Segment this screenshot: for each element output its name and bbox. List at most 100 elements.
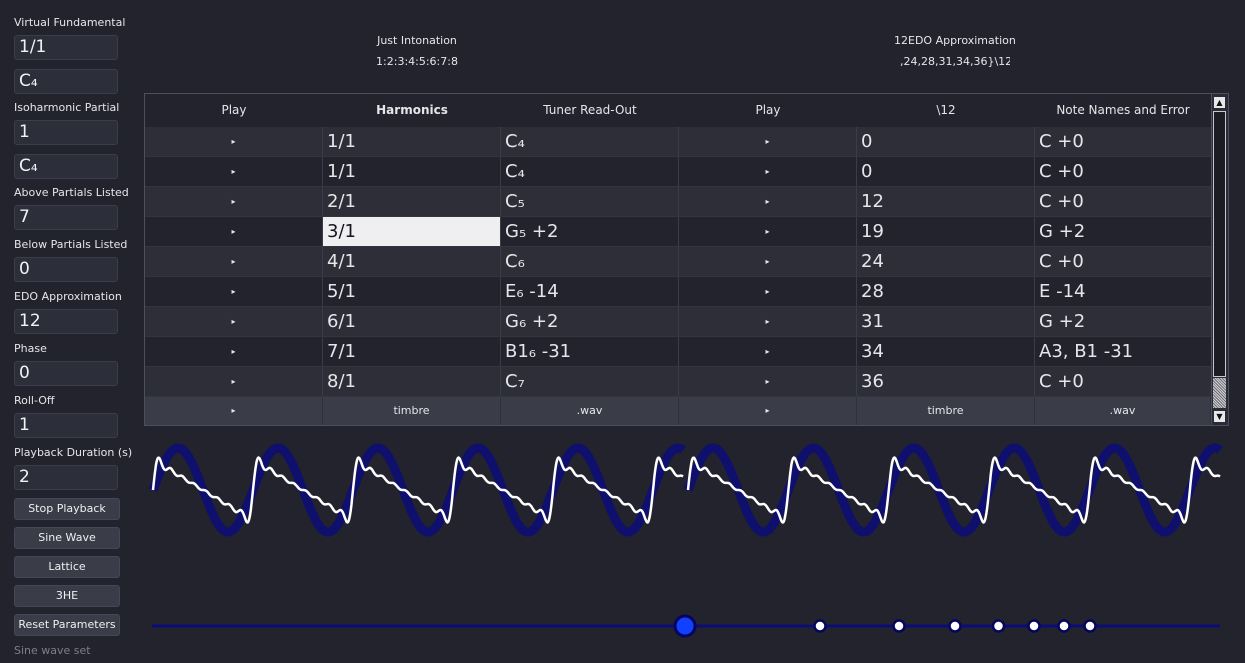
harmonic-cell[interactable]: 5/1 (323, 277, 501, 306)
harmonic-cell[interactable]: 8/1 (323, 367, 501, 396)
edo-step-cell[interactable]: 12 (857, 187, 1035, 216)
phase-input[interactable]: 0 (14, 361, 118, 386)
scroll-down-icon[interactable]: ▼ (1213, 410, 1226, 423)
below-partials-input[interactable]: 0 (14, 257, 118, 282)
harmonic-cell[interactable]: 4/1 (323, 247, 501, 276)
play-edo-button[interactable]: ▸ (679, 247, 857, 276)
column-header-note-names[interactable]: Note Names and Error (1056, 103, 1190, 117)
play-ji-button[interactable]: ▸ (145, 367, 323, 396)
note-name-cell: C +0 (1039, 191, 1084, 212)
play-ji-button[interactable]: ▸ (145, 127, 323, 156)
edo-step-cell[interactable]: 24 (857, 247, 1035, 276)
ji-waveform (148, 443, 686, 537)
play-edo-button[interactable]: ▸ (679, 337, 857, 366)
tuner-readout-cell: G₅ +2 (501, 217, 679, 246)
harmonic-cell[interactable]: 3/1 (323, 217, 501, 246)
play-edo-button[interactable]: ▸ (679, 217, 857, 246)
slider-partial-marker[interactable] (1083, 619, 1097, 633)
harmonic-cell[interactable]: 7/1 (323, 337, 501, 366)
note-name-cell: G +2 (1039, 221, 1086, 242)
partial-slider[interactable] (152, 614, 1220, 638)
harmonics-table: Play Harmonics Tuner Read-Out Play \12 N… (144, 93, 1229, 426)
roll-off-input[interactable]: 1 (14, 413, 118, 438)
play-ji-button[interactable]: ▸ (145, 277, 323, 306)
play-edo-button[interactable]: ▸ (679, 367, 857, 396)
play-edo-button[interactable]: ▸ (679, 307, 857, 336)
ji-sine-line (148, 443, 686, 537)
isoharmonic-partial-label: Isoharmonic Partial (14, 101, 120, 114)
above-partials-input[interactable]: 7 (14, 205, 118, 230)
isoharmonic-partial-note-input[interactable]: C₄ (14, 154, 118, 179)
edo-step-cell[interactable]: 19 (857, 217, 1035, 246)
tuner-readout-cell: G₆ +2 (501, 307, 679, 336)
play-ji-button[interactable]: ▸ (145, 187, 323, 216)
harmonic-cell[interactable]: 1/1 (323, 127, 501, 156)
note-name-cell: C +0 (1039, 131, 1084, 152)
edo-step-cell[interactable]: 0 (857, 127, 1035, 156)
scroll-up-icon[interactable]: ▲ (1213, 96, 1226, 109)
tuner-readout-cell: C₆ (501, 247, 679, 276)
slider-partial-marker[interactable] (991, 619, 1006, 633)
edo-waveform (683, 443, 1223, 537)
edo-step-cell[interactable]: 0 (857, 157, 1035, 186)
play-timbre-ji-button[interactable]: ▸ (145, 397, 323, 425)
reset-parameters-button[interactable]: Reset Parameters (14, 614, 120, 636)
play-ji-button[interactable]: ▸ (145, 217, 323, 246)
below-partials-label: Below Partials Listed (14, 238, 128, 251)
column-header-edo-steps[interactable]: \12 (936, 103, 956, 117)
play-timbre-edo-button[interactable]: ▸ (679, 397, 857, 425)
ji-title: Just Intonation (377, 34, 457, 47)
play-ji-button[interactable]: ▸ (145, 247, 323, 276)
wav-edo-button[interactable]: .wav (1035, 397, 1211, 425)
play-edo-button[interactable]: ▸ (679, 127, 857, 156)
sine-wave-button[interactable]: Sine Wave (14, 527, 120, 549)
stop-playback-button[interactable]: Stop Playback (14, 498, 120, 520)
virtual-fundamental-note-input[interactable]: C₄ (14, 69, 118, 94)
edo-set: ,24,28,31,34,36}\12 (900, 55, 1010, 68)
virtual-fundamental-ratio-input[interactable]: 1/1 (14, 35, 118, 60)
play-edo-button[interactable]: ▸ (679, 187, 857, 216)
slider-partial-marker[interactable] (1057, 619, 1071, 633)
wav-ji-button[interactable]: .wav (501, 397, 679, 425)
column-header-tuner-readout[interactable]: Tuner Read-Out (543, 103, 637, 117)
timbre-ji-button[interactable]: timbre (323, 397, 501, 425)
ji-ratio: 1:2:3:4:5:6:7:8 (376, 55, 458, 68)
play-ji-button[interactable]: ▸ (145, 337, 323, 366)
table-row: ▸ 8/1 C₇ ▸ 36 C +0 (145, 367, 1211, 397)
status-message: Sine wave set (14, 644, 91, 657)
ji-timbre-line (151, 456, 684, 524)
edo-step-cell[interactable]: 31 (857, 307, 1035, 336)
note-name-cell: C +0 (1039, 251, 1084, 272)
harmonic-cell[interactable]: 2/1 (323, 187, 501, 216)
timbre-edo-button[interactable]: timbre (857, 397, 1035, 425)
table-row: ▸ 1/1 C₄ ▸ 0 C +0 (145, 157, 1211, 187)
phase-label: Phase (14, 342, 47, 355)
play-ji-button[interactable]: ▸ (145, 307, 323, 336)
column-header-harmonics[interactable]: Harmonics (376, 103, 448, 117)
harmonic-cell[interactable]: 6/1 (323, 307, 501, 336)
edo-step-cell[interactable]: 36 (857, 367, 1035, 396)
table-row: ▸ 1/1 C₄ ▸ 0 C +0 (145, 127, 1211, 157)
3he-button[interactable]: 3HE (14, 585, 120, 607)
playback-duration-input[interactable]: 2 (14, 465, 118, 490)
scrollbar-track[interactable] (1213, 378, 1226, 408)
slider-knob[interactable] (673, 614, 697, 638)
play-ji-button[interactable]: ▸ (145, 157, 323, 186)
play-edo-button[interactable]: ▸ (679, 157, 857, 186)
lattice-button[interactable]: Lattice (14, 556, 120, 578)
edo-step-cell[interactable]: 34 (857, 337, 1035, 366)
slider-partial-marker[interactable] (892, 619, 906, 633)
play-edo-button[interactable]: ▸ (679, 277, 857, 306)
scrollbar-thumb[interactable] (1213, 111, 1226, 377)
edo-approximation-input[interactable]: 12 (14, 309, 118, 334)
harmonic-cell[interactable]: 1/1 (323, 157, 501, 186)
edo-step-cell[interactable]: 28 (857, 277, 1035, 306)
table-scrollbar[interactable]: ▲ ▼ (1211, 94, 1228, 425)
slider-partial-marker[interactable] (1027, 619, 1041, 633)
table-row: ▸ 2/1 C₅ ▸ 12 C +0 (145, 187, 1211, 217)
slider-partial-marker[interactable] (813, 619, 827, 633)
note-name-cell: C +0 (1039, 161, 1084, 182)
isoharmonic-partial-input[interactable]: 1 (14, 120, 118, 145)
slider-partial-marker[interactable] (948, 619, 962, 633)
